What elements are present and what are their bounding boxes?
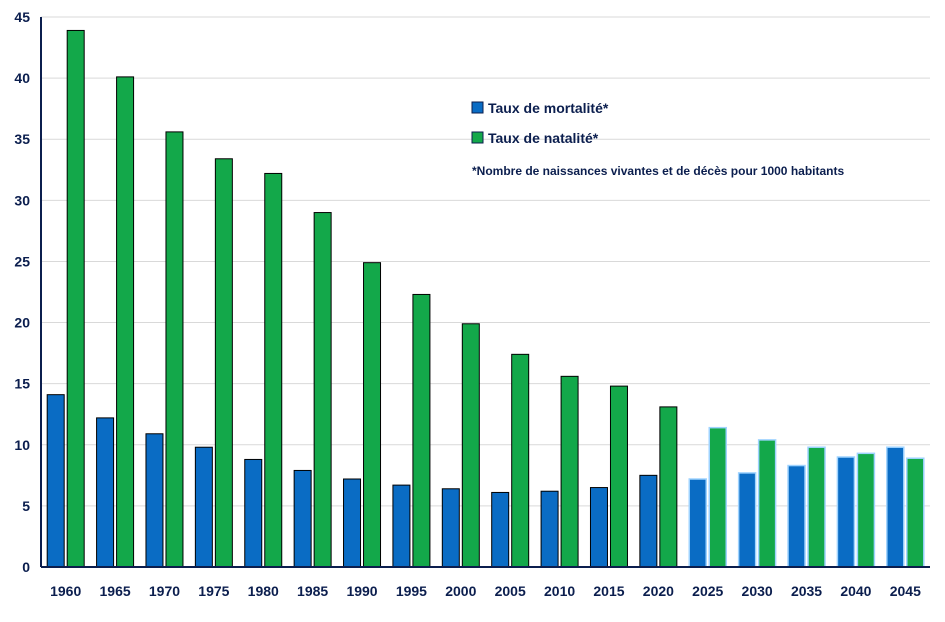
bar-mortalite-1970: [145, 433, 164, 568]
bar-natalite-2040: [856, 452, 876, 568]
bar-mortalite-1980: [244, 458, 263, 568]
x-tick-label: 2030: [742, 583, 773, 599]
y-tick-label: 45: [14, 9, 30, 25]
x-tick-label: 1980: [248, 583, 279, 599]
x-tick-label: 1995: [396, 583, 427, 599]
y-tick-label: 10: [14, 437, 30, 453]
bar-mortalite-2010: [540, 490, 559, 568]
bar-natalite-2020: [659, 406, 678, 568]
bar-mortalite-2045: [886, 446, 905, 568]
bar-mortalite-1965: [96, 417, 115, 568]
bar-natalite-1985: [313, 212, 332, 568]
bar-natalite-2010: [560, 375, 579, 568]
y-tick-label: 25: [14, 253, 30, 269]
bar-natalite-1965: [116, 76, 135, 568]
x-tick-label: 2045: [890, 583, 921, 599]
bar-natalite-2025: [708, 426, 727, 568]
bar-natalite-1970: [165, 131, 184, 568]
x-tick-label: 2005: [495, 583, 526, 599]
x-tick-label: 1975: [198, 583, 229, 599]
bar-mortalite-2025: [688, 478, 707, 568]
bar-mortalite-1975: [194, 446, 213, 568]
bar-mortalite-1995: [392, 484, 411, 568]
x-tick-label: 2010: [544, 583, 575, 599]
grid-lines: [41, 16, 930, 507]
bar-natalite-1960: [66, 29, 85, 568]
legend-swatch-natalite: [471, 131, 484, 144]
x-tick-label: 1965: [100, 583, 131, 599]
x-tick-label: 2025: [692, 583, 723, 599]
legend-note: *Nombre de naissances vivantes et de déc…: [472, 164, 844, 178]
bar-natalite-2015: [609, 385, 628, 568]
bar-mortalite-2015: [589, 487, 608, 568]
bars: [46, 29, 925, 568]
y-tick-label: 40: [14, 70, 30, 86]
x-tick-label: 1960: [50, 583, 81, 599]
bar-natalite-1975: [214, 158, 233, 568]
bar-mortalite-2035: [787, 464, 806, 568]
x-tick-label: 1970: [149, 583, 180, 599]
bar-mortalite-2005: [491, 491, 510, 568]
legend-label-natalite: Taux de natalité*: [488, 130, 599, 146]
bar-mortalite-2030: [737, 472, 757, 568]
bar-natalite-2045: [906, 457, 925, 568]
x-tick-label: 2040: [840, 583, 871, 599]
bar-mortalite-2040: [836, 456, 856, 568]
bar-natalite-2030: [757, 439, 777, 568]
bar-mortalite-1990: [343, 478, 362, 568]
y-tick-label: 15: [14, 376, 30, 392]
bar-mortalite-1985: [293, 469, 312, 568]
bar-natalite-1980: [264, 172, 283, 568]
bar-natalite-1990: [363, 262, 382, 568]
y-tick-label: 0: [22, 559, 30, 575]
x-tick-label: 2020: [643, 583, 674, 599]
y-tick-label: 5: [22, 498, 30, 514]
legend-label-mortalite: Taux de mortalité*: [488, 100, 609, 116]
x-tick-labels: 1960 1965 1970 1975 1980 1985 1990 1995 2000 2005…: [50, 583, 921, 599]
bar-mortalite-2000: [441, 488, 460, 568]
bar-natalite-2035: [807, 446, 826, 568]
bar-natalite-2005: [511, 353, 530, 568]
bar-mortalite-1960: [46, 394, 65, 568]
x-tick-label: 2015: [593, 583, 624, 599]
legend-swatch-mortalite: [471, 101, 484, 114]
y-tick-labels: 0 5 10 15 20 25 30 35 40 45: [14, 9, 30, 575]
legend: Taux de mortalité* Taux de natalité* *No…: [471, 100, 844, 178]
bar-natalite-2000: [461, 323, 480, 568]
x-tick-label: 1985: [297, 583, 328, 599]
x-tick-label: 2035: [791, 583, 822, 599]
y-tick-label: 20: [14, 315, 30, 331]
axes: [40, 17, 930, 568]
y-tick-label: 35: [14, 131, 30, 147]
x-tick-label: 2000: [445, 583, 476, 599]
y-tick-label: 30: [14, 192, 30, 208]
bar-mortalite-2020: [639, 474, 658, 568]
bar-natalite-1995: [412, 293, 431, 568]
x-tick-label: 1990: [346, 583, 377, 599]
